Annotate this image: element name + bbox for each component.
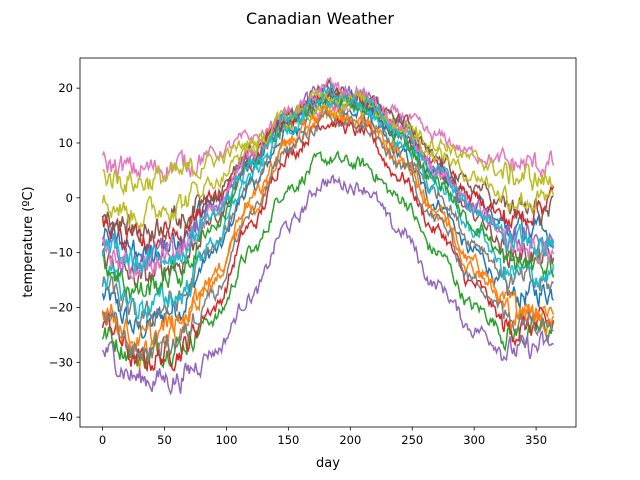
- plot-area: [101, 76, 555, 396]
- series-line-5: [101, 173, 554, 396]
- series-line-3: [101, 150, 555, 370]
- x-axis-label: day: [316, 456, 340, 471]
- series-line-20: [101, 82, 555, 274]
- y-axis-label: temperature (ºC): [21, 186, 36, 297]
- series-line-18: [102, 108, 554, 362]
- y-tick-label: −30: [49, 355, 73, 369]
- y-tick-label: −40: [49, 410, 73, 424]
- x-tick-label: 100: [215, 433, 237, 447]
- chart-title: Canadian Weather: [246, 9, 394, 28]
- axes: 0 50 100 150 200 250 300 350 −40 −30 −20 −10 0 10 20: [49, 57, 577, 447]
- axes-frame: [79, 57, 577, 428]
- x-tick-label: 250: [401, 433, 423, 447]
- y-tick-label: −20: [49, 300, 73, 314]
- x-tick-label: 150: [277, 433, 299, 447]
- y-tick-label: 20: [58, 81, 73, 95]
- series-line-14: [101, 86, 555, 255]
- y-tick-label: −10: [49, 246, 73, 260]
- y-tick-label: 0: [66, 191, 73, 205]
- x-tick-label: 200: [339, 433, 361, 447]
- series-line-4: [101, 117, 555, 373]
- x-tick-label: 50: [157, 433, 172, 447]
- series-line-10: [101, 90, 555, 320]
- series-line-16: [101, 77, 554, 243]
- x-tick-label: 350: [525, 433, 547, 447]
- series-line-19: [101, 88, 555, 229]
- y-tick-label: 10: [58, 136, 73, 150]
- x-tick-label: 300: [463, 433, 485, 447]
- x-tick-label: 0: [99, 433, 106, 447]
